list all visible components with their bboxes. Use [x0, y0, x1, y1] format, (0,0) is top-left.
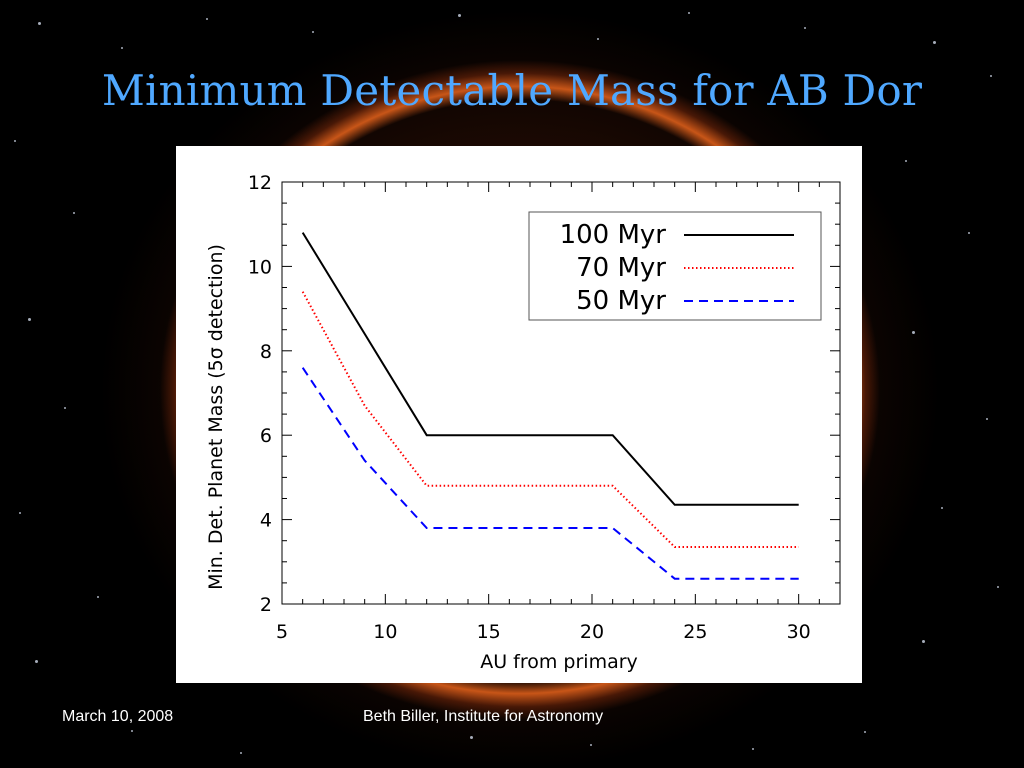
y-tick-label: 10 [248, 256, 272, 278]
y-tick-label: 2 [260, 594, 272, 616]
star-dot [14, 140, 16, 142]
star-dot [206, 18, 208, 20]
star-dot [240, 752, 242, 754]
series-line-3 [301, 367, 799, 580]
star-dot [470, 736, 473, 739]
legend-box [528, 211, 822, 321]
star-dot [64, 407, 66, 409]
star-dot [38, 22, 41, 25]
star-dot [941, 507, 943, 509]
x-axis-label: AU from primary [480, 651, 638, 673]
x-tick-label: 25 [683, 621, 707, 643]
slide-title: Minimum Detectable Mass for AB Dor [101, 66, 923, 115]
x-tick-label: 5 [276, 621, 288, 643]
x-tick-label: 20 [580, 621, 604, 643]
y-axis-label: Min. Det. Planet Mass (5σ detection) [205, 244, 227, 590]
star-dot [121, 47, 123, 49]
x-tick-label: 30 [787, 621, 811, 643]
star-dot [990, 75, 992, 77]
star-dot [73, 212, 75, 214]
star-dot [804, 27, 806, 29]
star-dot [912, 331, 915, 334]
footer-author: Beth Biller, Institute for Astronomy [363, 708, 604, 725]
star-dot [97, 596, 99, 598]
axes: 5 10 15 20 25 30 2 4 6 8 10 12 [248, 172, 841, 643]
star-dot [688, 12, 690, 14]
star-dot [986, 418, 988, 420]
star-dot [312, 31, 314, 33]
star-dot [997, 586, 999, 588]
series-lines [301, 232, 799, 580]
star-dot [19, 512, 21, 514]
y-tick-label: 4 [260, 510, 272, 532]
star-dot [752, 748, 754, 750]
series-line-2 [301, 291, 799, 548]
series-line-1 [301, 232, 799, 506]
star-dot [131, 730, 133, 732]
star-dot [458, 14, 461, 17]
x-tick-label: 10 [373, 621, 397, 643]
star-dot [597, 38, 599, 40]
legend-label: 50 Myr [576, 286, 666, 316]
star-dot [968, 232, 970, 234]
y-tick-label: 8 [260, 341, 272, 363]
star-dot [922, 640, 925, 643]
legend-label: 100 Myr [560, 220, 667, 250]
star-dot [933, 41, 936, 44]
legend-label: 70 Myr [576, 253, 666, 283]
star-dot [590, 744, 592, 746]
x-tick-label: 15 [477, 621, 501, 643]
star-dot [35, 660, 38, 663]
star-dot [28, 318, 31, 321]
chart-panel: 5 10 15 20 25 30 2 4 6 8 10 12 100 Myr 70 Myr 50 Myr … [176, 146, 862, 683]
star-dot [864, 731, 866, 733]
y-tick-label: 12 [248, 172, 272, 194]
y-tick-label: 6 [260, 425, 272, 447]
footer-date: March 10, 2008 [62, 708, 174, 725]
star-dot [905, 160, 907, 162]
